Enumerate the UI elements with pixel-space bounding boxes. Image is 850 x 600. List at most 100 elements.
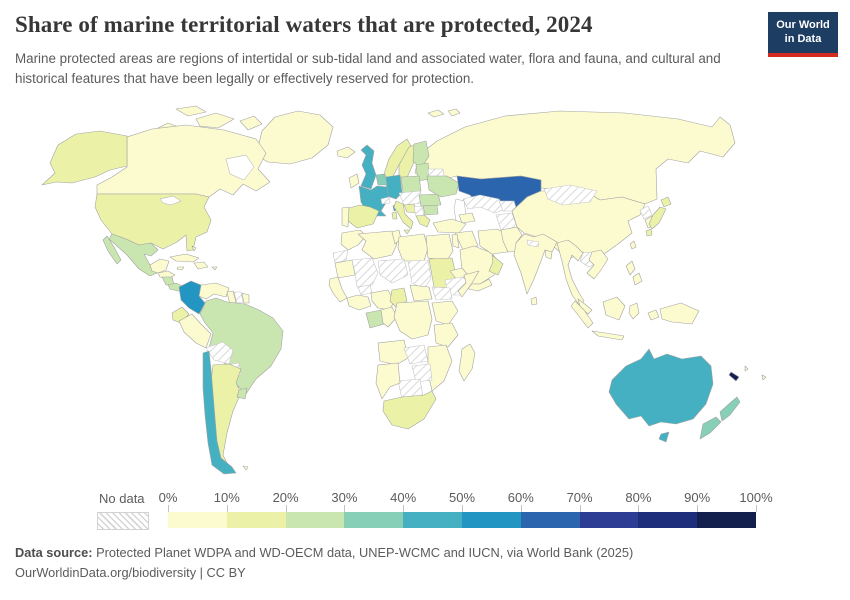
country-jamaica[interactable] bbox=[176, 266, 185, 271]
country-turkmen-uzbek[interactable] bbox=[462, 194, 506, 214]
country-italy[interactable] bbox=[393, 200, 414, 230]
country-new-caledonia[interactable] bbox=[728, 371, 740, 382]
country-north-korea[interactable] bbox=[639, 205, 653, 220]
country-romania[interactable] bbox=[418, 193, 442, 207]
country-south-africa[interactable] bbox=[382, 390, 437, 430]
country-switzerland[interactable] bbox=[380, 196, 391, 205]
country-namibia[interactable] bbox=[375, 362, 401, 400]
country-nz-south[interactable] bbox=[699, 416, 722, 440]
country-uganda-kenya[interactable] bbox=[431, 300, 459, 326]
legend-bin-50-60%[interactable] bbox=[462, 512, 521, 528]
country-french-guiana[interactable] bbox=[241, 292, 250, 304]
country-south-sudan[interactable] bbox=[431, 286, 453, 301]
country-senegal-guinea[interactable] bbox=[328, 276, 348, 303]
country-ireland[interactable] bbox=[348, 173, 360, 189]
country-zimbabwe[interactable] bbox=[411, 363, 433, 383]
country-sardinia[interactable] bbox=[391, 211, 398, 220]
country-svalbard1[interactable] bbox=[427, 109, 445, 118]
country-canada-arctic4[interactable] bbox=[175, 105, 207, 117]
country-mauritania[interactable] bbox=[334, 259, 356, 279]
country-yemen[interactable] bbox=[467, 278, 493, 292]
country-bahamas[interactable] bbox=[191, 245, 197, 252]
country-cuba[interactable] bbox=[169, 253, 200, 263]
country-benelux[interactable] bbox=[375, 173, 388, 186]
country-vietnam-cambodia[interactable] bbox=[586, 249, 609, 280]
country-mozambique[interactable] bbox=[427, 344, 453, 392]
legend-bin-20-30%[interactable] bbox=[285, 512, 345, 528]
country-australia[interactable] bbox=[608, 348, 714, 427]
country-somalia[interactable] bbox=[457, 270, 480, 298]
country-egypt[interactable] bbox=[425, 233, 454, 261]
country-ukraine[interactable] bbox=[426, 175, 460, 198]
country-uruguay[interactable] bbox=[236, 387, 248, 400]
legend-bin-30-40%[interactable] bbox=[344, 512, 404, 528]
country-angola[interactable] bbox=[377, 339, 409, 366]
legend-bin-10-20%[interactable] bbox=[226, 512, 286, 528]
country-algeria[interactable] bbox=[357, 230, 398, 260]
country-borneo[interactable] bbox=[602, 296, 626, 321]
legend-bin-80-90%[interactable] bbox=[638, 512, 698, 528]
country-spain[interactable] bbox=[345, 204, 380, 229]
no-data-swatch[interactable] bbox=[97, 512, 149, 530]
country-sumatra[interactable] bbox=[570, 300, 594, 329]
country-greece[interactable] bbox=[415, 214, 431, 228]
country-sri-lanka[interactable] bbox=[530, 296, 538, 306]
country-portugal[interactable] bbox=[341, 206, 350, 228]
country-syria-iraq[interactable] bbox=[454, 230, 479, 251]
country-bulgaria[interactable] bbox=[422, 204, 439, 216]
country-guatemala[interactable] bbox=[149, 258, 170, 274]
country-niger[interactable] bbox=[377, 258, 409, 284]
country-mali[interactable] bbox=[351, 257, 379, 288]
country-suriname[interactable] bbox=[233, 291, 244, 304]
country-sicily[interactable] bbox=[403, 229, 411, 235]
country-zambia[interactable] bbox=[403, 344, 429, 365]
legend-bin-0-10%[interactable] bbox=[168, 512, 227, 528]
legend-bin-40-50%[interactable] bbox=[403, 512, 462, 528]
country-philippines2[interactable] bbox=[632, 272, 643, 286]
country-puerto-rico[interactable] bbox=[211, 266, 218, 271]
country-taiwan[interactable] bbox=[629, 240, 637, 250]
country-morocco[interactable] bbox=[340, 229, 367, 251]
owid-logo[interactable]: Our World in Data bbox=[768, 12, 838, 57]
country-vanuatu[interactable] bbox=[744, 365, 749, 372]
country-ivory-ghana[interactable] bbox=[346, 294, 372, 311]
country-poland[interactable] bbox=[400, 175, 422, 194]
country-japan-hokkaido[interactable] bbox=[660, 196, 672, 208]
country-libya[interactable] bbox=[397, 233, 429, 262]
country-oman-uae[interactable] bbox=[488, 254, 504, 276]
country-fiji[interactable] bbox=[761, 374, 767, 381]
country-java[interactable] bbox=[591, 330, 625, 341]
country-japan-kyushu[interactable] bbox=[645, 228, 653, 237]
country-sulawesi[interactable] bbox=[628, 302, 640, 320]
legend-bin-70-80%[interactable] bbox=[579, 512, 639, 528]
country-chad[interactable] bbox=[407, 259, 432, 290]
country-hispaniola[interactable] bbox=[193, 261, 209, 270]
license-line[interactable]: OurWorldinData.org/biodiversity | CC BY bbox=[15, 565, 246, 581]
country-turkey[interactable] bbox=[432, 218, 467, 234]
country-tanzania[interactable] bbox=[433, 322, 459, 348]
country-new-guinea[interactable] bbox=[659, 302, 700, 325]
country-caucasus[interactable] bbox=[458, 212, 476, 224]
country-canada-arctic3[interactable] bbox=[239, 115, 263, 131]
country-car[interactable] bbox=[409, 284, 433, 302]
country-canada-arctic2[interactable] bbox=[195, 112, 235, 129]
country-bolivia[interactable] bbox=[205, 341, 234, 365]
country-iceland[interactable] bbox=[336, 146, 356, 159]
country-mongolia[interactable] bbox=[543, 184, 598, 206]
country-nz-north[interactable] bbox=[719, 396, 741, 422]
country-philippines1[interactable] bbox=[625, 260, 636, 276]
country-guyana[interactable] bbox=[226, 290, 237, 306]
country-canada[interactable] bbox=[96, 124, 271, 198]
country-tasmania[interactable] bbox=[658, 431, 670, 443]
country-falklands[interactable] bbox=[242, 465, 249, 471]
legend-bin-90-100%[interactable] bbox=[697, 512, 756, 528]
country-bangladesh[interactable] bbox=[544, 249, 553, 260]
country-myanmar-thailand[interactable] bbox=[556, 239, 585, 307]
country-serbia[interactable] bbox=[413, 205, 425, 217]
country-alaska[interactable] bbox=[41, 130, 128, 186]
legend-bin-60-70%[interactable] bbox=[520, 512, 580, 528]
country-maluku[interactable] bbox=[647, 309, 660, 321]
country-drc[interactable] bbox=[393, 300, 433, 340]
country-burkina[interactable] bbox=[357, 284, 373, 296]
country-chile[interactable] bbox=[202, 350, 237, 475]
